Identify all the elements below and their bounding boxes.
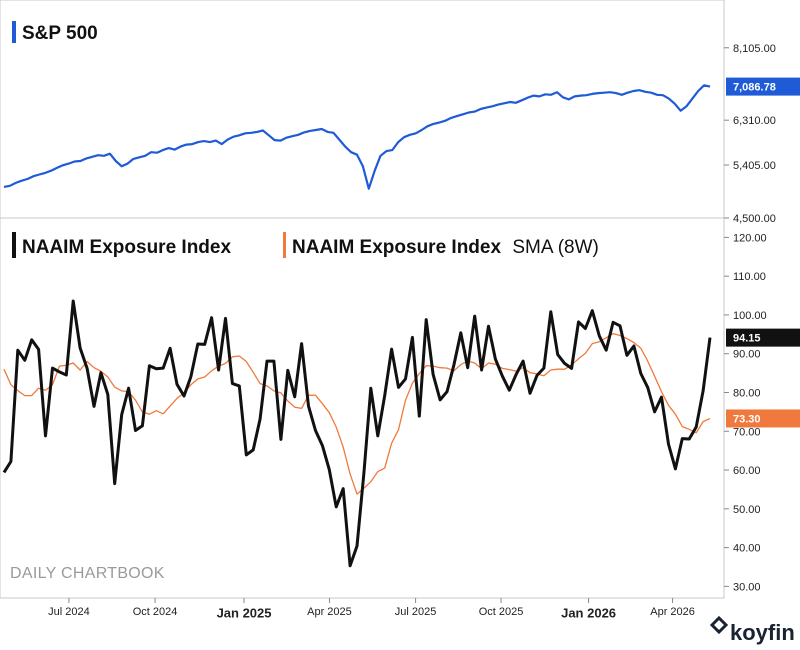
spx-title: S&P 500 (22, 23, 98, 44)
naaim-panel (2, 299, 712, 568)
naaim-y-tick-label: 120.00 (733, 232, 767, 244)
spx-panel (3, 84, 711, 190)
naaim-last-value-badge-bg (726, 328, 800, 347)
x-tick-label: Jul 2025 (395, 606, 437, 618)
spx-y-tick-label: 5,405.00 (733, 160, 776, 172)
x-tick-label: Jul 2024 (48, 606, 90, 618)
x-tick-label: Jan 2026 (561, 606, 616, 621)
sma-last-value-badge: 73.30 (733, 413, 761, 425)
svg-text:NAAIM Exposure Index SMA: NAAIM Exposure Index SMA (8W) (292, 237, 599, 258)
x-tick-label: Oct 2024 (133, 606, 178, 618)
spx-line (3, 84, 711, 190)
sma-legend-suffix: SMA (8W) (512, 237, 599, 258)
x-axis: Jul 2024 Oct 2024 Jan 2025 Apr 2025 Jul 2025… (48, 598, 695, 621)
naaim-y-tick-label: 30.00 (733, 581, 761, 593)
sma-legend-label: NAAIM Exposure Index (292, 237, 501, 258)
naaim-line (2, 299, 712, 568)
spx-last-value-badge-bg (726, 77, 800, 96)
x-tick-label: Apr 2026 (650, 606, 695, 618)
spx-last-value-badge: 7,086.78 (733, 82, 776, 94)
naaim-y-tick-label: 40.00 (733, 543, 761, 555)
spx-y-tick-label: 6,310.00 (733, 115, 776, 127)
naaim-y-tick-label: 80.00 (733, 387, 761, 399)
x-tick-label: Jan 2025 (217, 606, 272, 621)
sma-last-value-badge-bg (726, 409, 800, 428)
naaim-y-tick-label: 70.00 (733, 426, 761, 438)
x-tick-label: Oct 2025 (479, 606, 524, 618)
naaim-y-tick-label: 110.00 (733, 271, 766, 283)
watermark: DAILY CHARTBOOK (10, 565, 165, 582)
brand-name: koyfin (730, 620, 795, 645)
naaim-legend-label: NAAIM Exposure Index (22, 237, 231, 258)
plot-frame (0, 0, 725, 599)
spx-y-tick-label: 4,500.00 (733, 213, 776, 225)
naaim-y-tick-label: 50.00 (733, 504, 761, 516)
naaim-last-value-badge: 94.15 (733, 333, 761, 345)
koyfin-logo: koyfin (709, 615, 795, 645)
y-axis: 8,105.00 6,310.00 5,405.00 4,500.00 120.00 11… (724, 43, 800, 593)
x-tick-label: Apr 2025 (307, 606, 352, 618)
naaim-y-tick-label: 90.00 (733, 349, 761, 361)
spx-y-tick-label: 8,105.00 (733, 43, 776, 55)
naaim-y-tick-label: 100.00 (733, 310, 767, 322)
spx-legend-swatch (12, 21, 16, 43)
koyfin-logo-icon (709, 615, 729, 635)
naaim-y-tick-label: 60.00 (733, 465, 761, 477)
sma-line (3, 332, 711, 495)
naaim-legend-swatch (12, 232, 16, 258)
sma-legend-swatch (283, 232, 286, 258)
